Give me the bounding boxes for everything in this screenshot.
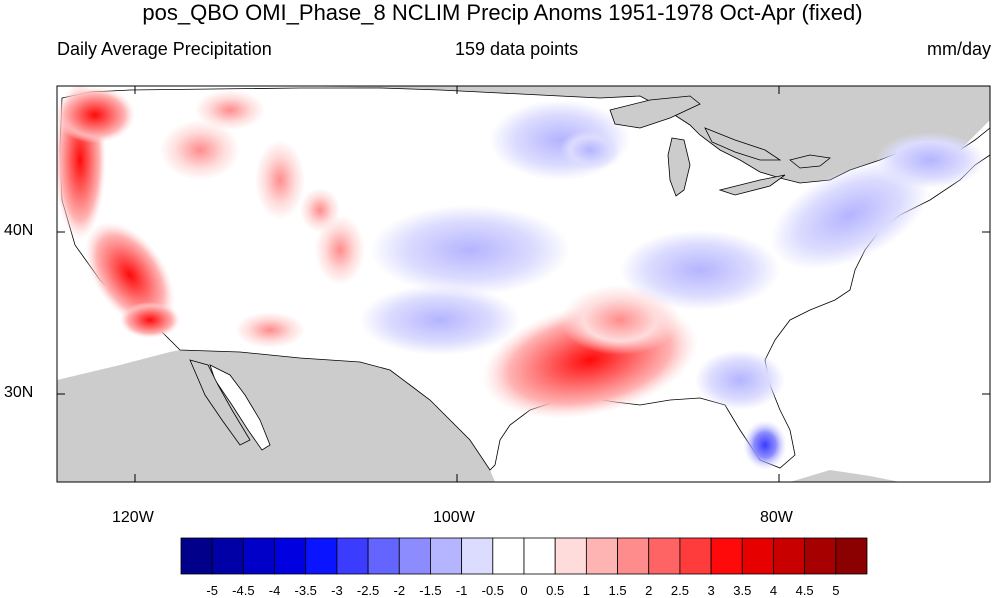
- colorbar-swatch: [336, 537, 369, 575]
- colorbar-swatch: [741, 537, 774, 575]
- ytick-30n: 30N: [4, 384, 34, 401]
- anomaly-shading: [57, 86, 985, 470]
- colorbar-swatch: [242, 537, 275, 575]
- ytick-40n: 40N: [4, 222, 34, 239]
- colorbar-swatch: [461, 537, 494, 575]
- baja-peninsula: [189, 359, 251, 446]
- colorbar-label: -0.5: [481, 583, 505, 598]
- colorbar-swatch: [648, 537, 681, 575]
- colorbar-label: -4: [268, 583, 281, 598]
- colorbar-label: -1: [455, 583, 468, 598]
- colorbar-label: 4: [769, 583, 778, 598]
- gulf-of-california: [209, 364, 271, 451]
- colorbar-swatch: [274, 537, 307, 575]
- colorbar-label: -1.5: [419, 583, 442, 598]
- center-subtitle: 159 data points: [455, 39, 579, 59]
- xtick-80w: 80W: [760, 509, 793, 526]
- colorbar-swatch: [492, 537, 525, 575]
- colorbar-swatch: [617, 537, 650, 575]
- colorbar-swatch: [710, 537, 743, 575]
- colorbar-swatch: [430, 537, 463, 575]
- colorbar-label: -5: [206, 583, 218, 598]
- colorbar-label: 3: [707, 583, 715, 598]
- colorbar-swatch: [305, 537, 338, 575]
- colorbar-swatch: [835, 537, 868, 575]
- colorbar-label: 3.5: [733, 583, 752, 598]
- colorbar-swatch: [211, 537, 244, 575]
- colorbar-label: 0: [520, 583, 528, 598]
- colorbar-label: 4.5: [795, 583, 814, 598]
- colorbar-swatch: [804, 537, 837, 575]
- colorbar-swatch: [180, 537, 213, 575]
- mexico-masked: [57, 350, 495, 482]
- xtick-120w: 120W: [112, 509, 154, 526]
- colorbar-label: -3: [331, 583, 343, 598]
- colorbar-label: 2.5: [670, 583, 689, 598]
- colorbar-swatch: [398, 537, 431, 575]
- colorbar-label: 1: [582, 583, 590, 598]
- colorbar-label: 0.5: [546, 583, 565, 598]
- colorbar-label: -4.5: [232, 583, 255, 598]
- units-label: mm/day: [926, 39, 991, 59]
- left-subtitle: Daily Average Precipitation: [57, 39, 272, 59]
- great-lakes: [609, 95, 831, 197]
- colorbar-label: -2.5: [356, 583, 380, 598]
- xtick-100w: 100W: [433, 509, 475, 526]
- map-frame: [56, 85, 991, 483]
- colorbar-label: 2: [645, 583, 653, 598]
- colorbar: [180, 537, 868, 575]
- colorbar-swatch: [773, 537, 806, 575]
- colorbar-label: 1.5: [608, 583, 627, 598]
- colorbar-swatch: [367, 537, 400, 575]
- cuba-masked: [790, 470, 900, 482]
- colorbar-swatch: [679, 537, 712, 575]
- colorbar-label: 5: [832, 583, 840, 598]
- tick-marks: [57, 86, 990, 482]
- colorbar-label: -2: [393, 583, 406, 598]
- colorbar-swatch: [523, 537, 556, 575]
- colorbar-swatch: [554, 537, 587, 575]
- colorbar-swatch: [585, 537, 618, 575]
- map-title: pos_QBO OMI_Phase_8 NCLIM Precip Anoms 1…: [142, 0, 863, 25]
- colorbar-label: -3.5: [294, 583, 317, 598]
